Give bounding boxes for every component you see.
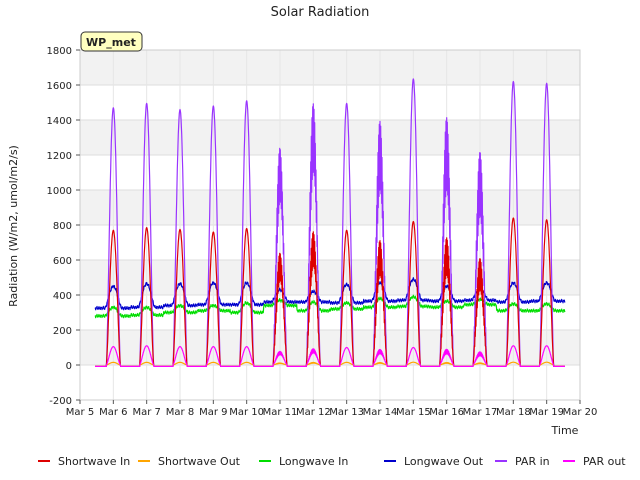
y-tick-label: 1600 bbox=[47, 81, 72, 92]
legend-item: PAR in bbox=[495, 455, 550, 468]
legend-item: Shortwave Out bbox=[138, 455, 241, 468]
station-badge: WP_met bbox=[80, 31, 143, 52]
y-axis: -200 0 200 400 600 800 1000 1200 1400 1600 1800 bbox=[47, 46, 80, 407]
x-tick-label: Mar 7 bbox=[132, 407, 160, 418]
x-tick-label: Mar 14 bbox=[363, 407, 398, 418]
series-line-par-out bbox=[94, 345, 566, 367]
y-tick-label: 1800 bbox=[47, 46, 72, 57]
x-tick-label: Mar 13 bbox=[329, 407, 364, 418]
grid-band bbox=[80, 120, 580, 155]
grid-band bbox=[80, 50, 580, 85]
legend: Shortwave In Shortwave Out Longwave In Long… bbox=[38, 455, 626, 468]
x-tick-label: Mar 8 bbox=[166, 407, 194, 418]
x-tick-label: Mar 12 bbox=[296, 407, 331, 418]
x-tick-label: Mar 6 bbox=[99, 407, 127, 418]
legend-item: Shortwave In bbox=[38, 455, 130, 468]
chart-title: Solar Radiation bbox=[271, 5, 370, 20]
legend-label: PAR in bbox=[515, 455, 550, 468]
legend-item: PAR out bbox=[563, 455, 626, 468]
grid-band bbox=[80, 260, 580, 295]
series-line-longwave-in bbox=[94, 294, 566, 319]
x-tick-label: Mar 11 bbox=[263, 407, 298, 418]
legend-label: Shortwave Out bbox=[158, 455, 241, 468]
y-axis-label: Radiation (W/m2, umol/m2/s) bbox=[7, 145, 20, 307]
station-badge-box bbox=[80, 31, 143, 52]
y-tick-label: 600 bbox=[53, 256, 72, 267]
legend-label: Shortwave In bbox=[58, 455, 130, 468]
legend-item: Longwave In bbox=[259, 455, 348, 468]
y-tick-label: 400 bbox=[53, 291, 72, 302]
grid-band bbox=[80, 330, 580, 365]
series-lines bbox=[94, 78, 566, 367]
legend-label: Longwave In bbox=[279, 455, 348, 468]
x-tick-label: Mar 5 bbox=[66, 407, 94, 418]
x-tick-label: Mar 16 bbox=[429, 407, 464, 418]
y-tick-label: 1200 bbox=[47, 151, 72, 162]
y-tick-label: 200 bbox=[53, 326, 72, 337]
series-line-longwave-out bbox=[94, 277, 566, 311]
x-tick-label: Mar 18 bbox=[496, 407, 531, 418]
legend-label: Longwave Out bbox=[404, 455, 484, 468]
legend-label: PAR out bbox=[583, 455, 626, 468]
y-tick-label: 1000 bbox=[47, 186, 72, 197]
legend-item: Longwave Out bbox=[384, 455, 484, 468]
x-tick-label: Mar 10 bbox=[229, 407, 264, 418]
y-tick-label: 800 bbox=[53, 221, 72, 232]
y-tick-label: 1400 bbox=[47, 116, 72, 127]
y-tick-label: 0 bbox=[66, 361, 72, 372]
x-tick-label: Mar 9 bbox=[199, 407, 227, 418]
grid-band bbox=[80, 190, 580, 225]
x-tick-label: Mar 20 bbox=[563, 407, 598, 418]
x-tick-label: Mar 19 bbox=[529, 407, 564, 418]
x-tick-label: Mar 17 bbox=[463, 407, 498, 418]
x-axis-label: Time bbox=[551, 424, 579, 437]
grid-bands bbox=[80, 50, 580, 365]
x-tick-label: Mar 15 bbox=[396, 407, 431, 418]
y-tick-label: -200 bbox=[49, 396, 72, 407]
station-badge-label: WP_met bbox=[86, 36, 136, 49]
